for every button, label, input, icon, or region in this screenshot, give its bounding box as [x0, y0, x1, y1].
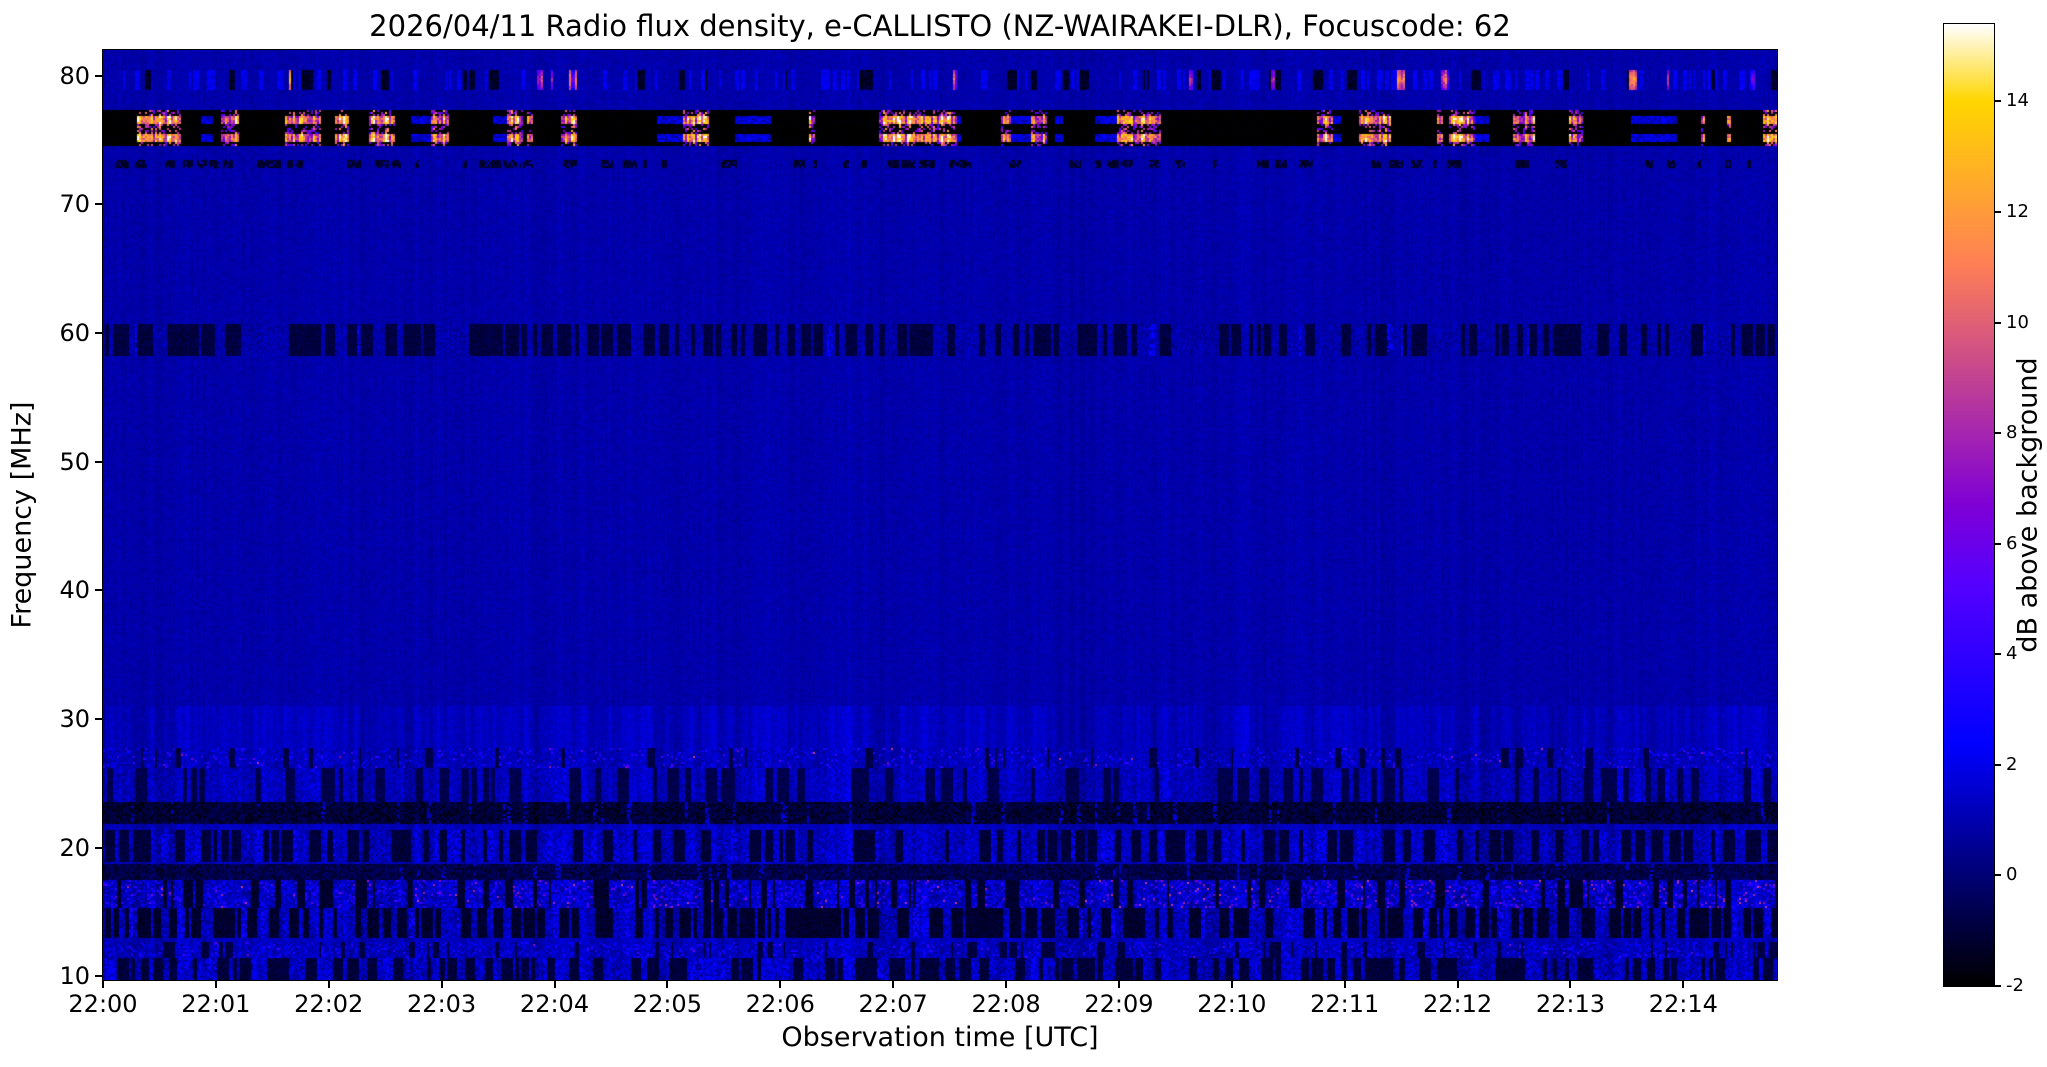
spectrogram-image: [103, 50, 1777, 980]
y-tick-mark: [95, 846, 103, 849]
x-tick-label: 22:10: [1197, 990, 1267, 1018]
x-tick-label: 22:09: [1084, 990, 1154, 1018]
x-tick-mark: [102, 980, 104, 988]
x-tick-label: 22:06: [745, 990, 815, 1018]
x-tick-mark: [1682, 980, 1685, 988]
x-tick-label: 22:12: [1422, 990, 1493, 1018]
colorbar-tick-mark: [1994, 985, 2001, 987]
y-tick-label: 70: [59, 190, 90, 219]
colorbar-tick-label: 0: [2006, 864, 2018, 886]
colorbar-tick-label: 6: [2006, 532, 2018, 554]
y-tick-mark: [95, 331, 103, 334]
colorbar-tick-label: 2: [2006, 753, 2018, 775]
colorbar-tick-mark: [1994, 100, 2001, 103]
colorbar-tick-mark: [1994, 210, 2001, 213]
x-tick-label: 22:04: [519, 990, 590, 1018]
y-tick-mark: [95, 74, 103, 77]
x-tick-mark: [214, 980, 217, 988]
x-tick-label: 22:02: [294, 990, 364, 1018]
x-tick-label: 22:14: [1648, 990, 1718, 1018]
x-tick-label: 22:00: [68, 990, 138, 1018]
y-tick-label: 10: [59, 962, 90, 991]
x-tick-mark: [440, 980, 443, 988]
colorbar-tick-label: 4: [2006, 643, 2018, 665]
colorbar-tick-mark: [1994, 321, 2001, 324]
x-tick-mark: [1569, 980, 1572, 988]
x-tick-label: 22:11: [1310, 990, 1380, 1018]
x-tick-mark: [1005, 980, 1008, 988]
colorbar-tick-label: 14: [2006, 90, 2029, 112]
colorbar-tick-mark: [1994, 763, 2001, 766]
y-tick-label: 40: [59, 576, 90, 605]
chart-title: 2026/04/11 Radio flux density, e-CALLIST…: [369, 9, 1511, 43]
colorbar-tick-label: 8: [2006, 422, 2018, 444]
y-tick-label: 30: [59, 704, 90, 733]
x-tick-mark: [892, 980, 895, 988]
y-tick-mark: [95, 460, 103, 463]
y-tick-label: 60: [59, 318, 90, 347]
x-tick-label: 22:08: [971, 990, 1041, 1018]
colorbar-tick-label: 12: [2006, 200, 2029, 222]
x-tick-mark: [1343, 980, 1346, 988]
x-tick-mark: [666, 980, 669, 988]
x-tick-mark: [1230, 980, 1233, 988]
plot-area: [102, 49, 1778, 981]
x-tick-label: 22:05: [632, 990, 702, 1018]
y-tick-label: 20: [59, 833, 90, 862]
colorbar-tick-mark: [1994, 542, 2001, 545]
colorbar-tick-label: 10: [2006, 311, 2029, 333]
x-tick-mark: [1456, 980, 1459, 988]
x-axis-label: Observation time [UTC]: [781, 1022, 1099, 1053]
colorbar-tick-mark: [1994, 432, 2001, 435]
y-tick-mark: [95, 975, 103, 978]
colorbar-tick-label: -2: [2006, 975, 2024, 996]
colorbar-tick-mark: [1994, 653, 2001, 656]
y-tick-label: 80: [59, 61, 90, 90]
y-tick-mark: [95, 717, 103, 720]
x-tick-mark: [1117, 980, 1120, 988]
x-tick-label: 22:01: [181, 990, 251, 1018]
colorbar: [1943, 23, 1995, 987]
y-tick-mark: [95, 203, 103, 206]
x-tick-mark: [779, 980, 782, 988]
y-tick-mark: [95, 589, 103, 592]
x-tick-mark: [553, 980, 556, 988]
colorbar-tick-mark: [1994, 874, 2001, 877]
y-tick-label: 50: [59, 447, 90, 476]
colorbar-label: dB above background: [2012, 357, 2044, 653]
x-tick-label: 22:03: [407, 990, 477, 1018]
x-tick-label: 22:07: [858, 990, 928, 1018]
x-tick-mark: [327, 980, 330, 988]
x-tick-label: 22:13: [1535, 990, 1606, 1018]
